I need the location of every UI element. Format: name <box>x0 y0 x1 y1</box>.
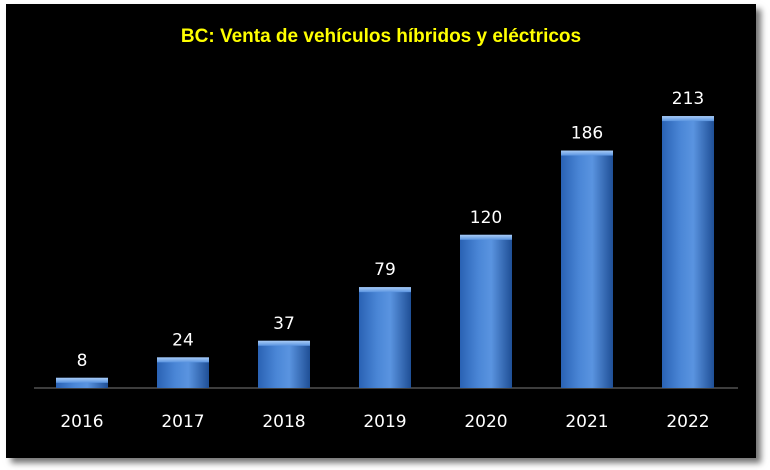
bar-highlight <box>359 287 411 293</box>
bar-2020 <box>460 234 512 388</box>
bar-2018 <box>258 340 310 388</box>
bar-body <box>359 287 411 388</box>
x-tick-label: 2020 <box>464 412 507 432</box>
x-tick-label: 2016 <box>60 412 103 432</box>
bar-body <box>460 234 512 388</box>
bar-chart: 8 2016 24 2017 37 2018 79 2019 120 2020 186 2021 213… <box>34 89 738 432</box>
x-tick-label: 2022 <box>666 412 709 432</box>
bar-body <box>662 116 714 388</box>
data-label: 79 <box>374 260 396 280</box>
bar-2022 <box>662 116 714 388</box>
bar-body <box>56 377 108 388</box>
bar-body <box>157 357 209 388</box>
x-tick-label: 2018 <box>262 412 305 432</box>
bar-highlight <box>460 234 512 240</box>
bar-body <box>561 150 613 388</box>
chart-frame: BC: Venta de vehículos híbridos y eléctr… <box>6 4 756 458</box>
x-tick-label: 2017 <box>161 412 204 432</box>
data-label: 120 <box>470 208 502 228</box>
bar-highlight <box>157 357 209 363</box>
bar-highlight <box>561 150 613 156</box>
data-label: 37 <box>273 314 295 334</box>
data-label: 8 <box>77 351 88 371</box>
bar-body <box>258 340 310 388</box>
bar-highlight <box>258 340 310 346</box>
bar-2021 <box>561 150 613 388</box>
x-tick-label: 2021 <box>565 412 608 432</box>
data-label: 24 <box>172 330 194 350</box>
bar-2019 <box>359 287 411 388</box>
bar-2017 <box>157 357 209 388</box>
data-label: 186 <box>571 124 603 144</box>
bar-highlight <box>56 377 108 383</box>
x-tick-label: 2019 <box>363 412 406 432</box>
data-label: 213 <box>672 89 704 109</box>
bar-2016 <box>56 377 108 388</box>
chart-title: BC: Venta de vehículos híbridos y eléctr… <box>180 26 582 47</box>
bar-highlight <box>662 116 714 122</box>
